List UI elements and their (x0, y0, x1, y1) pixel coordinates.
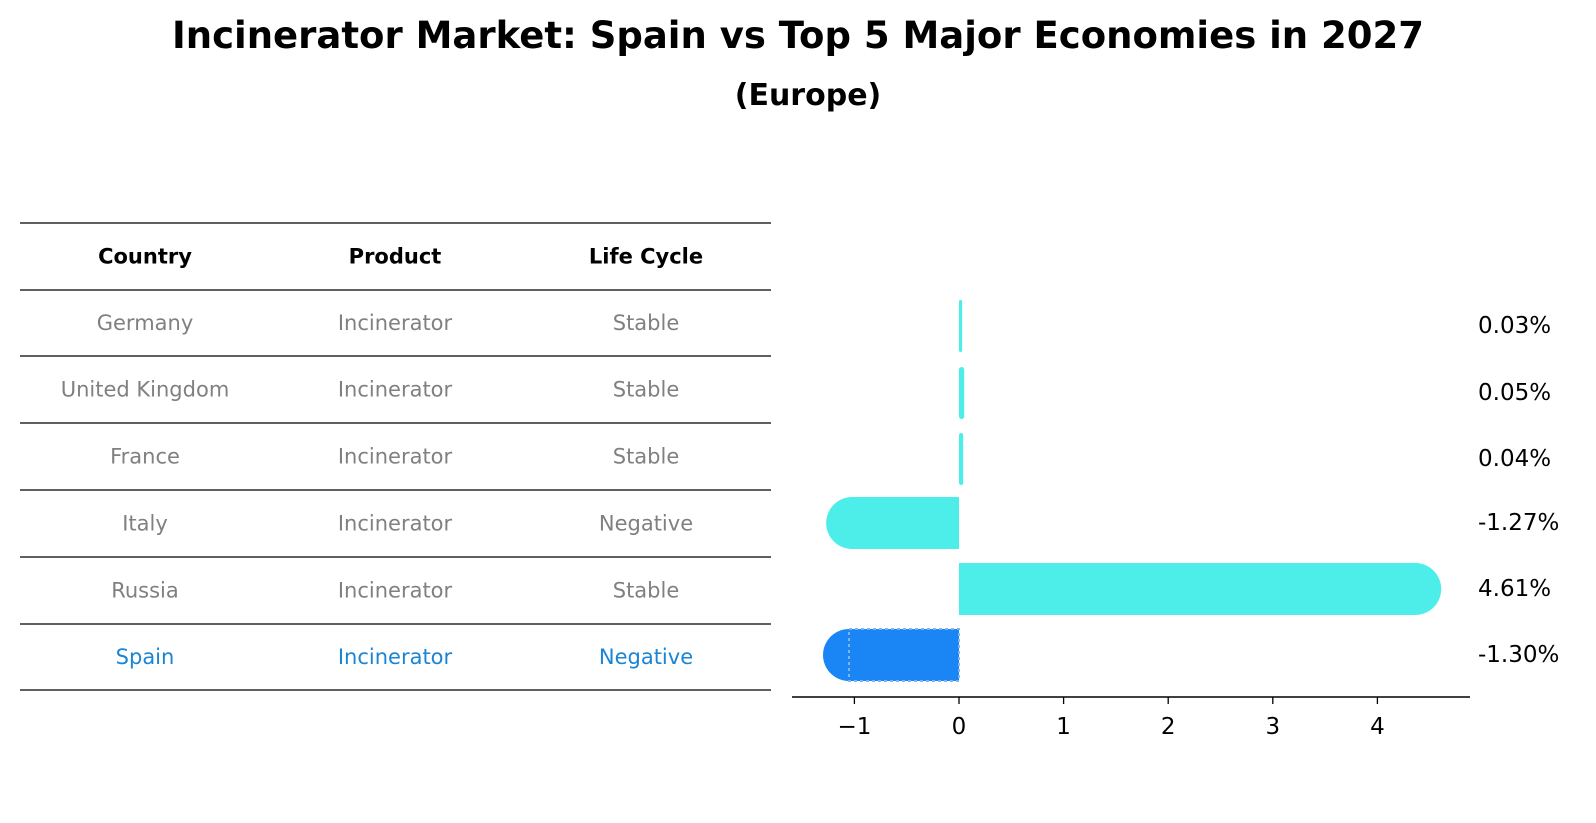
table-cell-product: Incinerator (338, 378, 453, 402)
x-tick-label: 0 (952, 714, 967, 740)
table-cell-product: Incinerator (338, 512, 453, 536)
table-cell-product: Incinerator (338, 311, 453, 335)
bar-united-kingdom (959, 367, 965, 419)
chart-title: Incinerator Market: Spain vs Top 5 Major… (171, 14, 1424, 57)
table-cell-country: Russia (111, 579, 179, 603)
bar-germany (959, 300, 963, 352)
x-tick-label: −1 (837, 714, 871, 740)
x-tick-label: 4 (1370, 714, 1385, 740)
table-cell-life-cycle: Stable (613, 311, 680, 335)
table-header-cell: Country (98, 245, 192, 269)
x-tick-label: 1 (1056, 714, 1071, 740)
table-cell-life-cycle: Negative (599, 645, 693, 669)
x-tick-label: 3 (1265, 714, 1280, 740)
table-header-cell: Life Cycle (589, 245, 703, 269)
chart-subtitle: (Europe) (734, 78, 882, 113)
bar-value-label: 4.61% (1478, 576, 1551, 602)
comparison-table: Country Product Life Cycle Germany Incinerat… (20, 222, 771, 691)
table-cell-country: United Kingdom (61, 378, 230, 402)
table-cell-country: France (110, 445, 180, 469)
bar-value-label: 0.04% (1478, 446, 1551, 472)
table-cell-country: Spain (116, 645, 175, 669)
bar-france (959, 433, 964, 485)
bar-spain (823, 629, 959, 681)
highlight-bar-outline (848, 628, 961, 682)
table-cell-product: Incinerator (338, 579, 453, 603)
table-header-cell: Product (349, 245, 442, 269)
bar-value-label: 0.03% (1478, 313, 1551, 339)
table-cell-country: Germany (97, 311, 194, 335)
x-tick-label: 2 (1161, 714, 1176, 740)
table-cell-life-cycle: Negative (599, 512, 693, 536)
table-cell-product: Incinerator (338, 645, 453, 669)
bar-value-label: 0.05% (1478, 380, 1551, 406)
table-cell-life-cycle: Stable (613, 378, 680, 402)
table-cell-life-cycle: Stable (613, 579, 680, 603)
bar-value-label: -1.30% (1478, 642, 1559, 668)
table-cell-product: Incinerator (338, 445, 453, 469)
bar-value-label: -1.27% (1478, 510, 1559, 536)
bar-russia (959, 563, 1442, 615)
table-cell-life-cycle: Stable (613, 445, 680, 469)
table-cell-country: Italy (122, 512, 168, 536)
bar-italy (826, 497, 959, 549)
